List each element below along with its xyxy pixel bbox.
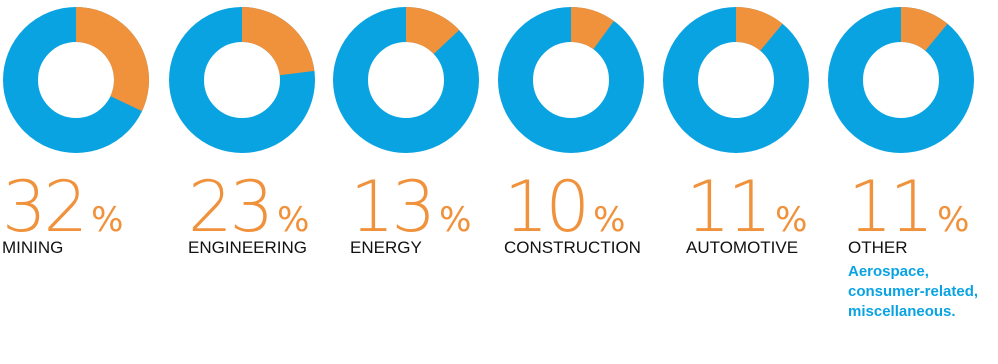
percent-sign: % xyxy=(439,200,472,240)
percent-sign: % xyxy=(277,200,310,240)
percent-value: 10 xyxy=(504,166,590,248)
percent-energy: 13% xyxy=(350,172,471,242)
legend-item-engineering: 23% ENGINEERING xyxy=(188,172,309,258)
percent-value: 23 xyxy=(188,166,274,248)
category-label: OTHER xyxy=(848,238,908,257)
legend-item-other: 11% OTHER Aerospace, consumer-related, m… xyxy=(848,172,998,322)
percent-value: 32 xyxy=(2,166,88,248)
percent-automotive: 11% xyxy=(686,172,807,242)
percent-sign: % xyxy=(593,200,626,240)
legend-item-automotive: 11% AUTOMOTIVE xyxy=(686,172,807,258)
donut-segment-automotive xyxy=(736,7,783,51)
category-label: CONSTRUCTION xyxy=(504,238,641,257)
percent-construction: 10% xyxy=(504,172,641,242)
other-note: Aerospace, consumer-related, miscellaneo… xyxy=(848,263,979,320)
donut-segment-mining xyxy=(76,7,149,112)
donut-segment-construction xyxy=(571,7,614,50)
category-label: ENGINEERING xyxy=(188,238,308,257)
donut-charts xyxy=(3,7,974,153)
percent-value: 11 xyxy=(848,166,934,248)
percent-sign: % xyxy=(775,200,808,240)
legend-item-energy: 13% ENERGY xyxy=(350,172,471,258)
legend-item-mining: 32% MINING xyxy=(2,172,123,258)
percent-sign: % xyxy=(91,200,124,240)
percent-other: 11% xyxy=(848,172,998,242)
percent-sign: % xyxy=(937,200,970,240)
category-label: MINING xyxy=(2,238,64,257)
percent-value: 13 xyxy=(350,166,436,248)
donut-segment-energy xyxy=(406,7,460,54)
legend-item-construction: 10% CONSTRUCTION xyxy=(504,172,641,258)
donut-segment-engineering xyxy=(242,7,315,76)
percent-engineering: 23% xyxy=(188,172,309,242)
percent-mining: 32% xyxy=(2,172,123,242)
category-label: ENERGY xyxy=(350,238,422,257)
donut-segment-other xyxy=(901,7,948,51)
percent-value: 11 xyxy=(686,166,772,248)
category-label: AUTOMOTIVE xyxy=(686,238,799,257)
